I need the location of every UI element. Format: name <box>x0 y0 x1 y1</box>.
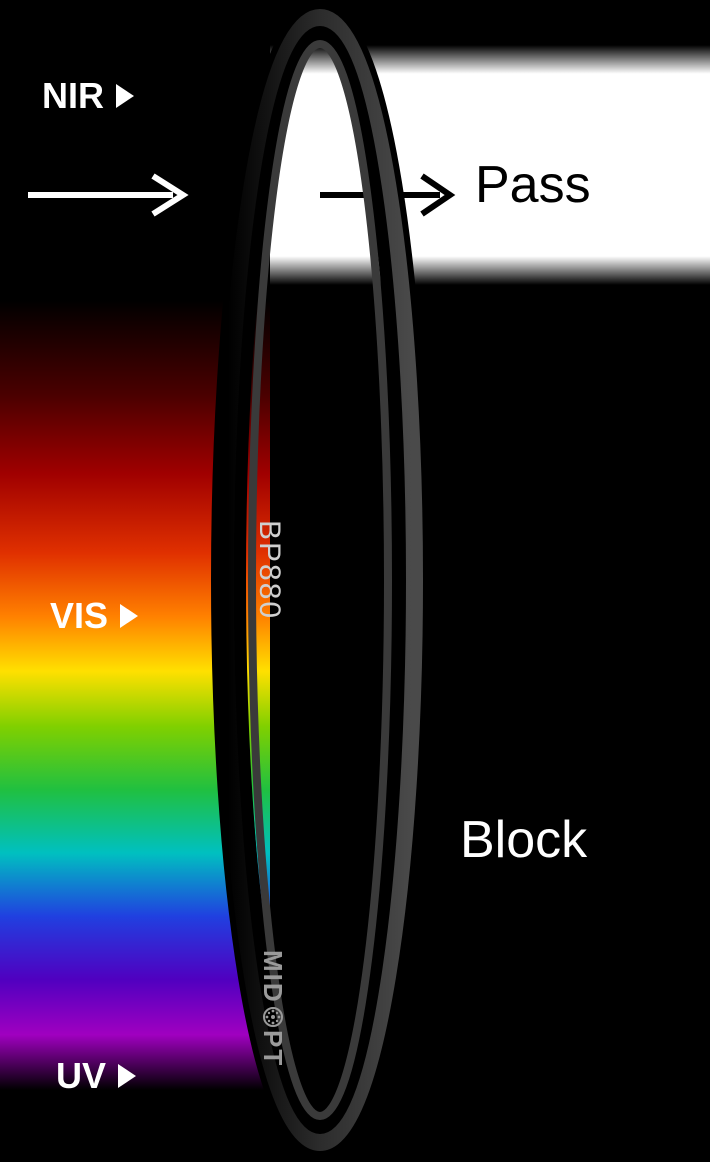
block-label: Block <box>460 810 587 870</box>
input-arrow-icon <box>28 170 208 220</box>
output-arrow-icon <box>320 170 480 220</box>
brand-post: PT <box>257 1030 288 1067</box>
nir-label: NIR <box>42 75 134 117</box>
nir-label-text: NIR <box>42 75 104 117</box>
aperture-o-icon <box>262 1006 284 1028</box>
triangle-right-icon <box>120 604 138 628</box>
filter-spectrum-diagram: NIR VIS UV Pass Block <box>0 0 710 1162</box>
vis-label: VIS <box>50 595 138 637</box>
filter-product-label: BP880 <box>252 520 286 620</box>
nir-band <box>0 0 270 300</box>
uv-label: UV <box>56 1055 136 1097</box>
triangle-right-icon <box>116 84 134 108</box>
pass-label: Pass <box>475 155 591 215</box>
visible-spectrum-band <box>0 300 270 1090</box>
brand-pre: MID <box>257 950 288 1004</box>
vis-label-text: VIS <box>50 595 108 637</box>
uv-label-text: UV <box>56 1055 106 1097</box>
uv-band <box>0 1090 270 1162</box>
filter-brand-label: MID PT <box>257 950 288 1067</box>
triangle-right-icon <box>118 1064 136 1088</box>
